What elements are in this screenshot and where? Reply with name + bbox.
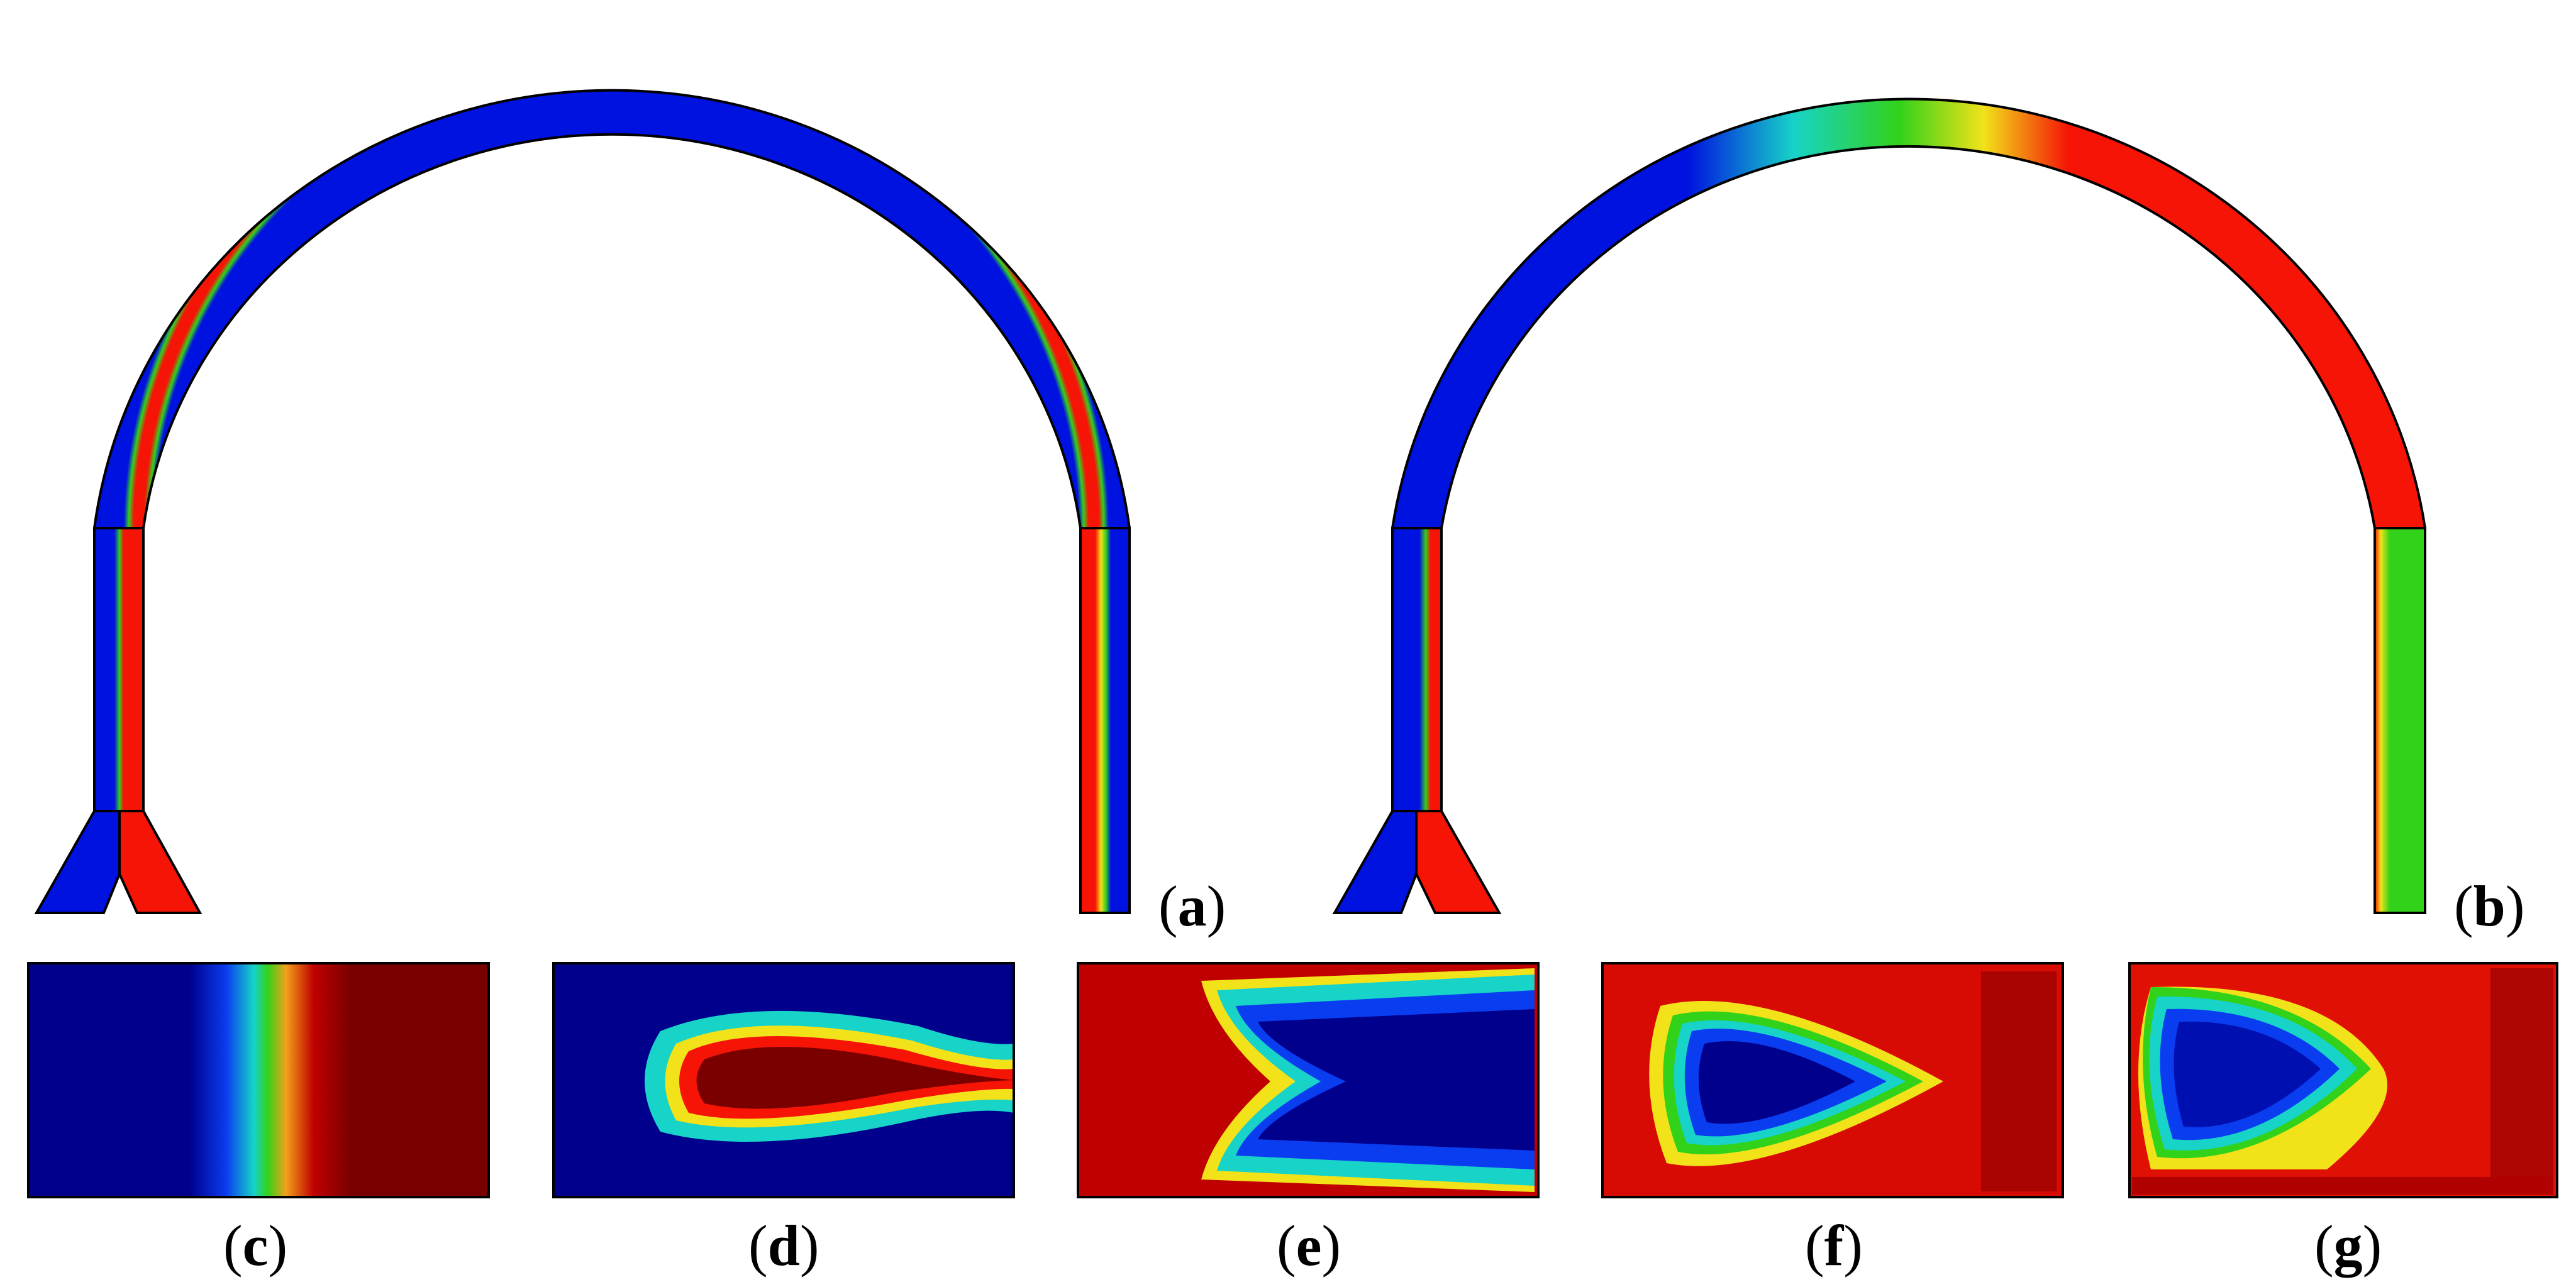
label-g: (g) — [2314, 1213, 2382, 1278]
cross-section-c — [27, 962, 490, 1198]
channel-a-right-leg — [1079, 527, 1131, 914]
label-e: (e) — [1277, 1213, 1341, 1278]
cross-section-f — [1601, 962, 2064, 1198]
label-a: (a) — [1158, 874, 1226, 938]
channel-b — [1332, 97, 2427, 914]
label-d: (d) — [748, 1213, 819, 1278]
channel-a-inlet-blue — [34, 810, 121, 914]
cross-section-d — [552, 962, 1015, 1198]
channel-b-inlet-red — [1415, 810, 1502, 914]
label-c: (c) — [223, 1213, 288, 1278]
cross-section-e — [1077, 962, 1540, 1198]
channel-a — [34, 89, 1131, 914]
channel-b-inlet-blue — [1332, 810, 1418, 914]
label-b: (b) — [2454, 874, 2525, 938]
channel-b-right-leg — [2373, 527, 2426, 914]
channel-b-arch — [1391, 97, 2427, 529]
channel-a-left-leg — [93, 527, 145, 812]
label-f: (f) — [1805, 1213, 1863, 1278]
channel-a-inlet-red — [118, 810, 203, 914]
cross-section-g — [2128, 962, 2558, 1198]
channel-b-left-leg — [1391, 527, 1443, 812]
channel-a-arch — [92, 89, 1131, 529]
